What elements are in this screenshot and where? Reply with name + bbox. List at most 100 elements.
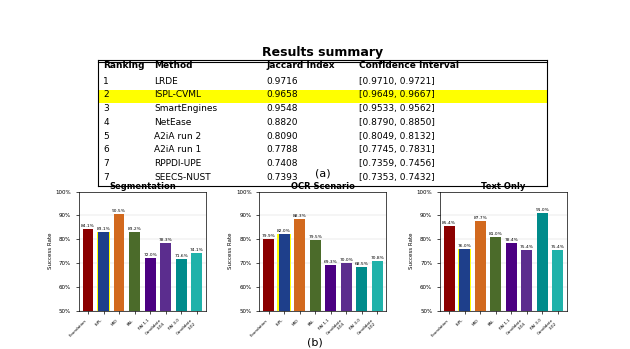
Bar: [444, 227, 455, 349]
Text: 0.8820: 0.8820: [266, 118, 298, 127]
Text: 79.9%: 79.9%: [261, 235, 275, 238]
Text: 0.8090: 0.8090: [266, 132, 299, 141]
Bar: [278, 235, 290, 349]
Text: 0.7788: 0.7788: [266, 145, 299, 154]
Bar: [145, 258, 156, 349]
Text: 69.3%: 69.3%: [324, 260, 338, 264]
Bar: [341, 263, 352, 349]
Bar: [98, 232, 109, 349]
Bar: [176, 259, 186, 349]
Y-axis label: Success Rate: Success Rate: [228, 233, 233, 269]
Text: [0.9710, 0.9721]: [0.9710, 0.9721]: [360, 77, 435, 86]
Text: ISPL-CVML: ISPL-CVML: [154, 90, 202, 99]
Bar: [490, 237, 501, 349]
Bar: [459, 249, 470, 349]
Text: 82.0%: 82.0%: [277, 230, 291, 233]
Bar: [129, 232, 140, 349]
Text: A2iA run 1: A2iA run 1: [154, 145, 202, 154]
Text: 83.2%: 83.2%: [128, 227, 142, 231]
Bar: [459, 249, 470, 349]
Text: (b): (b): [307, 337, 323, 347]
Text: [0.8049, 0.8132]: [0.8049, 0.8132]: [360, 132, 435, 141]
Bar: [458, 249, 471, 349]
Text: 84.1%: 84.1%: [81, 224, 95, 229]
Text: 76.0%: 76.0%: [458, 244, 471, 248]
Text: Ranking: Ranking: [103, 61, 145, 70]
Bar: [97, 232, 110, 349]
Bar: [98, 90, 547, 104]
Text: 0.7393: 0.7393: [266, 173, 299, 181]
Text: 75.4%: 75.4%: [520, 245, 534, 249]
Bar: [160, 243, 171, 349]
Bar: [356, 267, 367, 349]
Bar: [263, 239, 274, 349]
Title: Segmentation: Segmentation: [109, 182, 176, 191]
Text: 7: 7: [103, 173, 109, 181]
Text: NetEase: NetEase: [154, 118, 192, 127]
Title: OCR Scenario: OCR Scenario: [291, 182, 355, 191]
Text: [0.7745, 0.7831]: [0.7745, 0.7831]: [360, 145, 435, 154]
Bar: [475, 221, 486, 349]
Text: 7: 7: [103, 159, 109, 168]
Text: 0.9548: 0.9548: [266, 104, 298, 113]
Text: 4: 4: [103, 118, 109, 127]
Title: Text Only: Text Only: [481, 182, 525, 191]
Text: 3: 3: [103, 104, 109, 113]
Text: RPPDI-UPE: RPPDI-UPE: [154, 159, 202, 168]
Text: 78.4%: 78.4%: [504, 238, 518, 242]
Bar: [506, 243, 517, 349]
Y-axis label: Success Rate: Success Rate: [48, 233, 53, 269]
Text: 75.4%: 75.4%: [551, 245, 564, 249]
Bar: [372, 261, 382, 349]
Y-axis label: Success Rate: Success Rate: [409, 233, 414, 269]
Text: 70.0%: 70.0%: [340, 258, 353, 262]
Text: 68.5%: 68.5%: [355, 262, 369, 266]
Bar: [191, 253, 202, 349]
Bar: [113, 214, 125, 349]
Text: 87.7%: 87.7%: [473, 216, 487, 220]
Text: 71.6%: 71.6%: [175, 254, 188, 258]
Text: 78.3%: 78.3%: [159, 238, 173, 242]
Text: Method: Method: [154, 61, 193, 70]
Text: [0.7353, 0.7432]: [0.7353, 0.7432]: [360, 173, 435, 181]
Text: 0.7408: 0.7408: [266, 159, 298, 168]
Text: 74.1%: 74.1%: [190, 248, 203, 252]
Text: 85.4%: 85.4%: [442, 221, 456, 225]
Text: Results summary: Results summary: [262, 46, 384, 59]
Text: Jaccard Index: Jaccard Index: [266, 61, 335, 70]
Text: [0.7359, 0.7456]: [0.7359, 0.7456]: [360, 159, 435, 168]
Text: 79.5%: 79.5%: [308, 236, 322, 239]
Bar: [277, 235, 291, 349]
Bar: [83, 229, 93, 349]
Text: 0.9658: 0.9658: [266, 90, 299, 99]
Bar: [537, 213, 547, 349]
Text: (a): (a): [315, 169, 331, 179]
Text: LRDE: LRDE: [154, 77, 178, 86]
Bar: [310, 240, 321, 349]
Text: 2: 2: [103, 90, 109, 99]
Text: 83.1%: 83.1%: [96, 227, 110, 231]
Text: 5: 5: [103, 132, 109, 141]
Bar: [325, 265, 336, 349]
Text: 91.0%: 91.0%: [536, 208, 549, 212]
Bar: [521, 250, 532, 349]
Bar: [278, 235, 290, 349]
Text: 6: 6: [103, 145, 109, 154]
Text: [0.8790, 0.8850]: [0.8790, 0.8850]: [360, 118, 435, 127]
Text: [0.9533, 0.9562]: [0.9533, 0.9562]: [360, 104, 435, 113]
Text: SmartEngines: SmartEngines: [154, 104, 217, 113]
Text: 90.5%: 90.5%: [112, 209, 126, 213]
Text: 72.0%: 72.0%: [143, 253, 157, 257]
Text: 81.0%: 81.0%: [489, 232, 503, 236]
Text: 88.3%: 88.3%: [293, 215, 306, 218]
Text: Confidence Interval: Confidence Interval: [360, 61, 459, 70]
Bar: [553, 250, 563, 349]
Text: SEECS-NUST: SEECS-NUST: [154, 173, 211, 181]
Text: A2iA run 2: A2iA run 2: [154, 132, 202, 141]
Text: 1: 1: [103, 77, 109, 86]
Text: 70.8%: 70.8%: [370, 256, 384, 260]
Bar: [98, 232, 109, 349]
Text: [0.9649, 0.9667]: [0.9649, 0.9667]: [360, 90, 435, 99]
Text: 0.9716: 0.9716: [266, 77, 299, 86]
Bar: [294, 220, 305, 349]
